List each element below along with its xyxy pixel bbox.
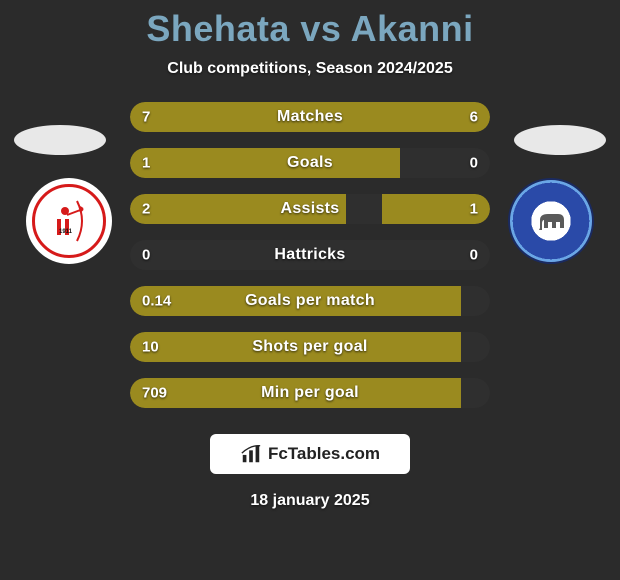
stat-row: 0.14 Goals per match: [130, 286, 490, 316]
stat-bar-left: [130, 194, 346, 224]
player-left-photo-placeholder: [14, 125, 106, 155]
stat-row: 2 Assists 1: [130, 194, 490, 224]
stat-row: 709 Min per goal: [130, 378, 490, 408]
vs-text: vs: [300, 8, 341, 49]
club-badge-left: 1911: [26, 178, 112, 264]
svg-text:1911: 1911: [59, 229, 73, 235]
stat-bar-left: [130, 286, 461, 316]
comparison-infographic: Shehata vs Akanni Club competitions, Sea…: [0, 0, 620, 580]
stat-track: [130, 240, 490, 270]
stat-bar-left: [130, 148, 400, 178]
stat-row: 10 Shots per goal: [130, 332, 490, 362]
bar-chart-icon: [240, 443, 262, 465]
subtitle: Club competitions, Season 2024/2025: [0, 60, 620, 78]
site-logo: FcTables.com: [210, 434, 410, 474]
player-right-name: Akanni: [351, 8, 474, 49]
date-text: 18 january 2025: [0, 492, 620, 510]
stat-bar-left: [130, 378, 461, 408]
stat-bar-left: [130, 102, 324, 132]
stat-row: 1 Goals 0: [130, 148, 490, 178]
player-left-name: Shehata: [146, 8, 290, 49]
stat-rows: 7 Matches 6 1 Goals 0 2 Assists 1 0 Hatt…: [130, 102, 490, 408]
elephant-icon: [536, 210, 566, 232]
stat-bar-left: [130, 332, 461, 362]
club-badge-right: [508, 178, 594, 264]
archer-icon: 1911: [47, 199, 91, 243]
page-title: Shehata vs Akanni: [0, 0, 620, 50]
stat-bar-right: [324, 102, 490, 132]
stat-row: 7 Matches 6: [130, 102, 490, 132]
stat-bar-right: [382, 194, 490, 224]
stat-row: 0 Hattricks 0: [130, 240, 490, 270]
player-right-photo-placeholder: [514, 125, 606, 155]
site-name: FcTables.com: [268, 444, 380, 464]
